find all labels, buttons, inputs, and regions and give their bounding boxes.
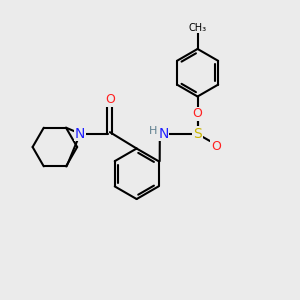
Text: N: N [75, 127, 85, 141]
Text: O: O [193, 107, 202, 120]
Text: H: H [149, 126, 157, 136]
Text: O: O [105, 93, 115, 106]
Text: O: O [211, 140, 221, 153]
Text: CH₃: CH₃ [188, 22, 207, 32]
Text: N: N [158, 127, 169, 141]
Text: S: S [193, 127, 202, 141]
